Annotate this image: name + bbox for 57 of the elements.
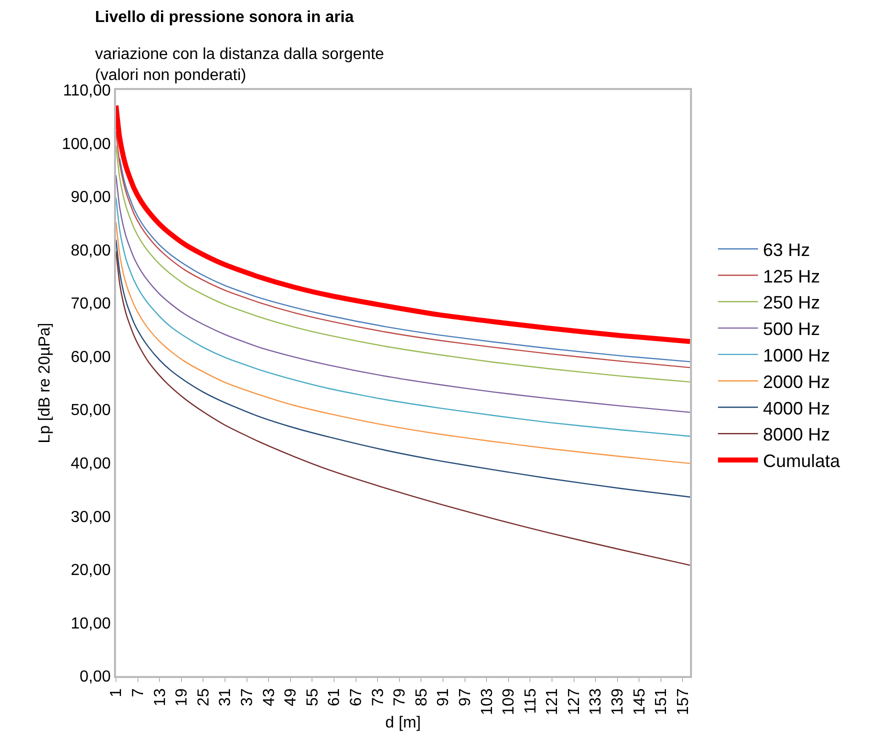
y-tick-label: 20,00 <box>70 562 111 580</box>
x-tick-label: 61 <box>326 688 344 706</box>
line-series <box>116 250 690 566</box>
legend-label: 1000 Hz <box>762 345 830 366</box>
x-tick-label: 25 <box>195 688 212 706</box>
legend-label: 125 Hz <box>762 266 820 286</box>
y-tick-label: 100,00 <box>62 136 111 153</box>
x-tick-label: 1 <box>108 688 126 698</box>
y-tick-label: 60,00 <box>70 348 111 366</box>
y-tick-label: 110,00 <box>63 82 111 100</box>
x-tick-label: 151 <box>653 688 670 716</box>
y-tick-label: 30,00 <box>70 508 111 526</box>
line-series <box>116 222 690 464</box>
y-tick-label: 80,00 <box>70 242 111 260</box>
legend-label: Cumulata <box>762 451 841 472</box>
x-tick-label: 31 <box>217 688 234 706</box>
x-tick-label: 19 <box>174 688 191 706</box>
x-tick-label: 55 <box>304 688 322 706</box>
y-tick-label: 90,00 <box>70 189 111 206</box>
x-tick-label: 109 <box>500 688 518 716</box>
line-series <box>116 239 690 498</box>
y-tick-label: 10,00 <box>70 615 111 632</box>
x-tick-label: 7 <box>130 688 147 698</box>
x-tick-label: 79 <box>392 688 409 706</box>
y-tick-label: 50,00 <box>70 402 111 420</box>
y-axis-title: Lp [dB re 20µPa] <box>36 322 54 444</box>
x-tick-label: 139 <box>610 688 627 716</box>
x-tick-label: 91 <box>435 688 452 706</box>
x-tick-label: 85 <box>413 688 430 706</box>
x-tick-label: 157 <box>674 688 692 716</box>
line-series <box>116 197 690 437</box>
x-tick-label: 37 <box>238 688 256 706</box>
chart-subtitle: variazione con la distanza dalla sorgente (valori non ponderati) <box>95 46 384 84</box>
legend-label: 8000 Hz <box>762 424 830 445</box>
line-series <box>116 174 690 413</box>
legend-label: 63 Hz <box>762 240 810 260</box>
x-tick-label: 121 <box>544 688 562 716</box>
y-tick-label: 0,00 <box>80 668 111 686</box>
legend-label: 500 Hz <box>762 319 820 340</box>
x-tick-label: 67 <box>348 688 365 706</box>
x-tick-label: 103 <box>478 688 496 716</box>
x-tick-label: 133 <box>588 688 605 716</box>
x-tick-label: 97 <box>456 688 474 706</box>
x-tick-label: 73 <box>370 688 387 706</box>
y-tick-label: 40,00 <box>70 456 111 473</box>
x-tick-label: 49 <box>282 688 300 706</box>
x-tick-label: 43 <box>260 688 278 706</box>
x-tick-label: 13 <box>152 688 169 706</box>
x-tick-label: 145 <box>631 688 648 716</box>
legend-label: 250 Hz <box>762 292 820 313</box>
x-axis-title: d [m] <box>385 714 421 732</box>
x-tick-label: 127 <box>566 688 583 716</box>
legend-label: 4000 Hz <box>762 398 830 418</box>
chart-title: Livello di pressione sonora in aria <box>95 9 354 26</box>
legend-label: 2000 Hz <box>762 372 830 392</box>
y-tick-label: 70,00 <box>70 296 111 313</box>
x-tick-label: 115 <box>522 688 540 714</box>
